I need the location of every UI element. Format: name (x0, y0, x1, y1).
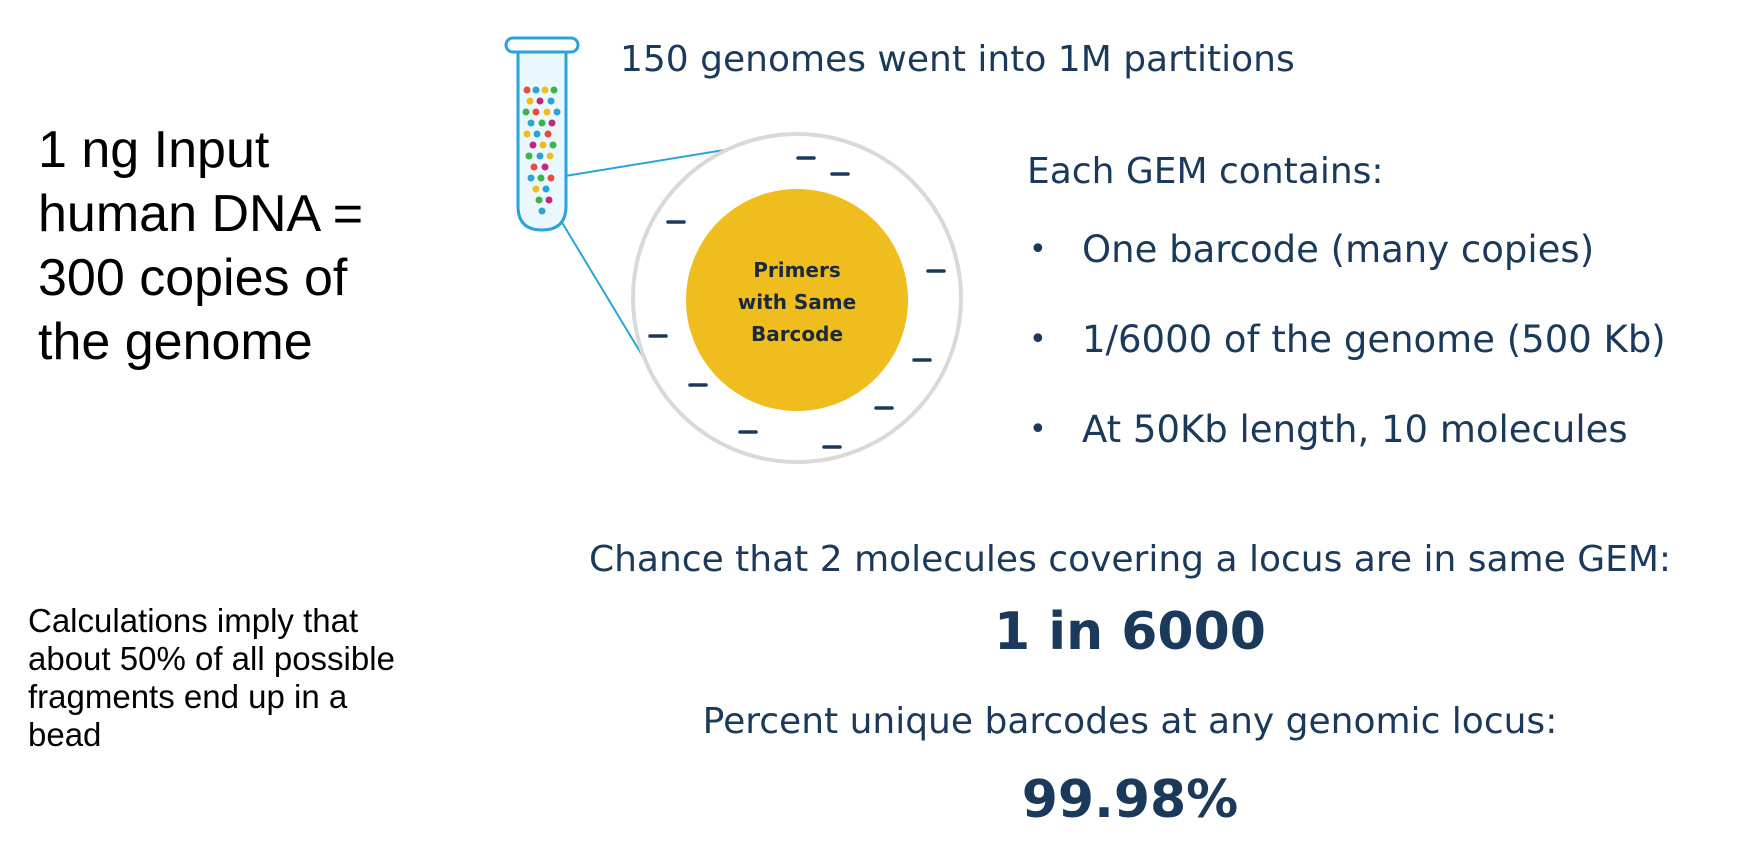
note-line-3: fragments end up in a (28, 678, 348, 715)
test-tube-icon (504, 36, 580, 232)
list-item: • At 50Kb length, 10 molecules (1027, 406, 1666, 496)
tube-dots (522, 86, 561, 215)
barcode-bead (686, 189, 908, 411)
bullet-glyph: • (1029, 322, 1047, 357)
note-line-1: Calculations imply that (28, 602, 359, 639)
input-line-4: the genome (38, 313, 313, 371)
input-line-2: human DNA = (38, 185, 364, 243)
note-line-4: bead (28, 716, 102, 753)
list-item-text: One barcode (many copies) (1082, 228, 1595, 271)
input-line-3: 300 copies of (38, 249, 348, 307)
calculation-note: Calculations imply that about 50% of all… (28, 602, 498, 754)
chance-answer: 1 in 6000 (994, 602, 1266, 662)
primer-dashes (648, 156, 946, 449)
bead-label-line-1: Primers (753, 258, 841, 282)
list-item: • One barcode (many copies) (1027, 226, 1666, 316)
chance-question: Chance that 2 molecules covering a locus… (588, 539, 1672, 580)
input-dna-statement: 1 ng Input human DNA = 300 copies of the… (38, 118, 438, 374)
list-item: • 1/6000 of the genome (500 Kb) (1027, 316, 1666, 406)
note-line-2: about 50% of all possible (28, 640, 395, 677)
gem-contents-list: • One barcode (many copies) • 1/6000 of … (1027, 226, 1666, 496)
bullet-glyph: • (1029, 412, 1047, 447)
gem-contents-heading: Each GEM contains: (1027, 151, 1384, 192)
list-item-text: At 50Kb length, 10 molecules (1082, 408, 1628, 451)
bead-label-line-3: Barcode (751, 322, 843, 346)
bullet-glyph: • (1029, 232, 1047, 267)
input-line-1: 1 ng Input (38, 121, 270, 179)
list-item-text: 1/6000 of the genome (500 Kb) (1082, 318, 1666, 361)
unique-barcode-answer: 99.98% (1021, 770, 1239, 830)
partitions-caption: 150 genomes went into 1M partitions (620, 39, 1295, 80)
bead-label-line-2: with Same (738, 290, 856, 314)
unique-barcode-question: Percent unique barcodes at any genomic l… (702, 701, 1558, 742)
